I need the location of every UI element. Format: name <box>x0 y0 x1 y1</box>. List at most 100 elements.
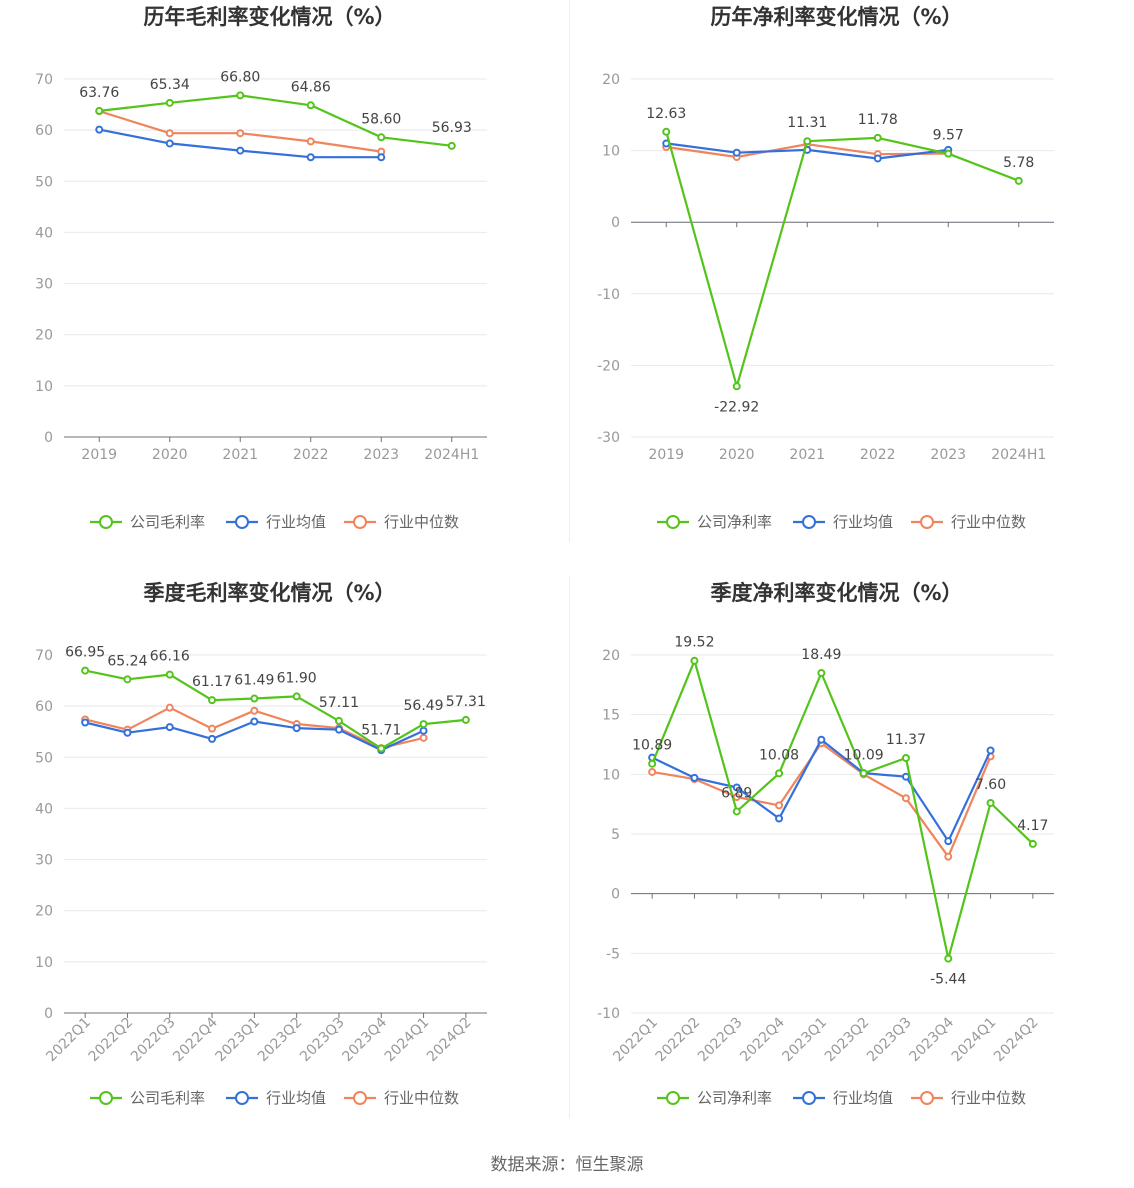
data-point-avg <box>732 148 741 157</box>
legend-item-company[interactable]: 公司净利率 <box>657 1089 772 1107</box>
data-point-median <box>775 801 784 810</box>
y-tick-label: 0 <box>44 1006 53 1022</box>
data-label: 5.78 <box>1003 155 1034 171</box>
legend-marker-icon <box>99 1091 113 1105</box>
legend-marker-icon <box>666 515 680 529</box>
data-label: 12.63 <box>646 106 686 122</box>
data-label: 10.09 <box>844 747 884 763</box>
data-point-avg <box>419 726 428 735</box>
data-point-company <box>165 670 174 679</box>
data-point-company <box>732 807 741 816</box>
data-point-company <box>732 382 741 391</box>
legend-item-company[interactable]: 公司毛利率 <box>90 1089 205 1107</box>
legend-label: 公司毛利率 <box>130 513 205 531</box>
data-label: 65.34 <box>150 77 190 93</box>
legend-marker-icon <box>99 515 113 529</box>
legend-item-median[interactable]: 行业中位数 <box>911 513 1026 531</box>
data-label: 57.11 <box>319 695 359 711</box>
data-point-median <box>944 852 953 861</box>
y-tick-label: 10 <box>602 144 620 160</box>
x-tick-label: 2021 <box>222 447 258 463</box>
x-tick-label: 2023Q2 <box>255 1015 306 1066</box>
legend-label: 行业中位数 <box>951 513 1026 531</box>
data-label: 66.16 <box>150 649 190 665</box>
data-point-company <box>81 666 90 675</box>
data-point-company <box>873 133 882 142</box>
y-tick-label: 0 <box>611 215 620 231</box>
legend-marker-icon <box>353 1091 367 1105</box>
y-tick-label: 30 <box>35 277 53 293</box>
data-point-company <box>292 692 301 701</box>
legend-item-avg[interactable]: 行业均值 <box>793 513 893 531</box>
legend-marker-icon <box>920 1091 934 1105</box>
chart-svg: 历年毛利率变化情况（%） 0 10 20 30 40 50 60 70 2019 2020 2021 2… <box>35 5 487 531</box>
data-label: 61.49 <box>234 673 274 689</box>
x-tick-label: 2019 <box>81 447 117 463</box>
data-point-company <box>250 694 259 703</box>
data-point-company <box>803 137 812 146</box>
y-tick-label: -10 <box>597 1006 620 1022</box>
x-tick-label: 2023Q1 <box>780 1015 831 1066</box>
x-tick-label: 2024Q1 <box>949 1015 1000 1066</box>
legend-item-avg[interactable]: 行业均值 <box>793 1089 893 1107</box>
x-tick-label: 2022 <box>293 447 329 463</box>
x-tick-label: 2022 <box>860 447 896 463</box>
data-point-avg <box>81 718 90 727</box>
y-tick-label: 40 <box>35 801 53 817</box>
legend-marker-icon <box>235 1091 249 1105</box>
legend-marker-icon <box>235 515 249 529</box>
legend-item-median[interactable]: 行业中位数 <box>344 1089 459 1107</box>
annual-gross-margin-chart: 历年毛利率变化情况（%） 0 10 20 30 40 50 60 70 2019 2020 2021 2… <box>0 0 567 576</box>
data-label: 65.24 <box>107 653 147 669</box>
data-label: -22.92 <box>714 399 759 415</box>
x-tick-label: 2023Q2 <box>822 1015 873 1066</box>
y-tick-label: 20 <box>602 72 620 88</box>
x-tick-label: 2024H1 <box>991 447 1046 463</box>
legend-label: 行业均值 <box>833 1089 893 1107</box>
data-point-company <box>377 744 386 753</box>
y-tick-label: -5 <box>606 946 620 962</box>
x-tick-label: 2023Q3 <box>297 1015 348 1066</box>
legend-item-median[interactable]: 行业中位数 <box>911 1089 1026 1107</box>
data-label: 64.86 <box>291 79 331 95</box>
y-tick-label: 50 <box>35 750 53 766</box>
data-point-avg <box>377 153 386 162</box>
data-point-avg <box>292 724 301 733</box>
data-point-company <box>447 141 456 150</box>
data-point-avg <box>123 728 132 737</box>
x-tick-label: 2024Q1 <box>382 1015 433 1066</box>
data-label: 19.52 <box>674 635 714 651</box>
x-tick-label: 2022Q3 <box>128 1015 179 1066</box>
y-tick-label: 60 <box>35 699 53 715</box>
x-tick-label: 2024Q2 <box>991 1015 1042 1066</box>
series-line-median <box>652 742 992 858</box>
y-tick-label: 50 <box>35 174 53 190</box>
y-tick-label: 70 <box>35 648 53 664</box>
legend-marker-icon <box>920 515 934 529</box>
data-point-company <box>334 716 343 725</box>
data-label: 7.60 <box>975 777 1006 793</box>
chart-title: 季度净利率变化情况（%） <box>710 581 962 605</box>
legend-item-company[interactable]: 公司净利率 <box>657 513 772 531</box>
data-label: 66.95 <box>65 645 105 661</box>
legend-item-avg[interactable]: 行业均值 <box>226 1089 326 1107</box>
legend-marker-icon <box>353 515 367 529</box>
series-line-company <box>99 94 452 147</box>
x-tick-label: 2024H1 <box>424 447 479 463</box>
legend-marker-icon <box>802 1091 816 1105</box>
legend-item-company[interactable]: 公司毛利率 <box>90 513 205 531</box>
y-tick-label: 10 <box>35 379 53 395</box>
data-point-company <box>662 127 671 136</box>
data-point-avg <box>817 735 826 744</box>
legend-label: 行业均值 <box>266 1089 326 1107</box>
legend-item-avg[interactable]: 行业均值 <box>226 513 326 531</box>
legend-item-median[interactable]: 行业中位数 <box>344 513 459 531</box>
data-point-avg <box>732 783 741 792</box>
data-label: 4.17 <box>1017 818 1048 834</box>
data-point-company <box>461 715 470 724</box>
data-point-median <box>250 706 259 715</box>
y-tick-label: 20 <box>35 328 53 344</box>
legend-label: 行业中位数 <box>384 1089 459 1107</box>
x-tick-label: 2019 <box>648 447 684 463</box>
y-tick-label: 60 <box>35 123 53 139</box>
